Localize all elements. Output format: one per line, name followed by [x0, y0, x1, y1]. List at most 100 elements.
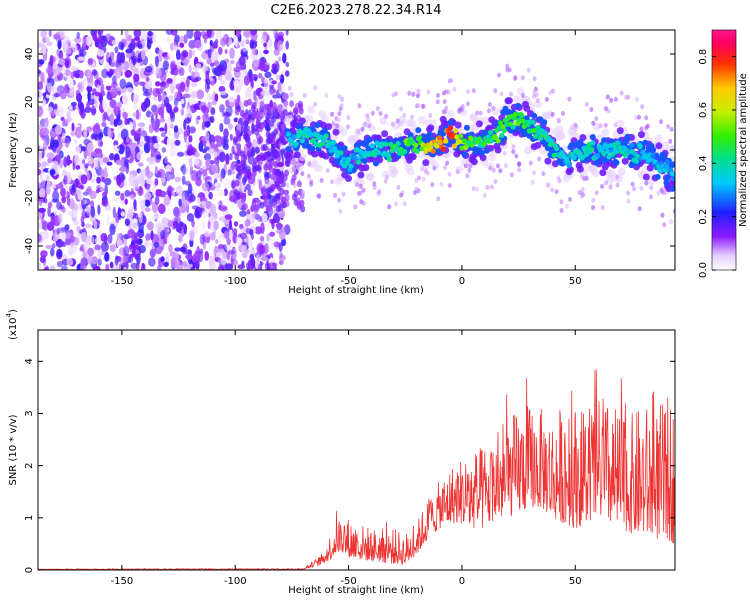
noise-blob	[223, 230, 230, 239]
ridge-blob	[566, 162, 572, 168]
noise-blob	[90, 205, 96, 218]
spectrogram-y-tick-label: -40	[24, 238, 35, 254]
noise-blob	[161, 216, 169, 227]
noise-blob	[76, 31, 80, 39]
wisp-blob	[541, 171, 546, 177]
noise-blob	[199, 31, 207, 36]
wisp-blob	[557, 178, 562, 184]
noise-blob	[211, 50, 219, 62]
noise-blob	[260, 222, 265, 235]
ridge-blob	[338, 150, 344, 156]
noise-blob	[296, 180, 302, 188]
noise-blob	[60, 265, 68, 270]
ridge-blob	[413, 142, 419, 148]
noise-blob	[245, 35, 249, 44]
noise-blob	[230, 60, 235, 65]
noise-blob	[194, 209, 200, 219]
noise-blob	[167, 124, 171, 136]
noise-blob	[122, 261, 129, 270]
noise-blob	[219, 172, 223, 183]
noise-blob	[278, 56, 282, 62]
noise-blob	[289, 100, 295, 108]
ridge-blob	[456, 138, 462, 145]
wisp-blob	[600, 205, 605, 211]
spectrogram-x-label: Height of straight line (km)	[288, 285, 424, 296]
noise-blob	[145, 171, 154, 178]
noise-blob	[62, 169, 68, 177]
wisp-blob	[670, 145, 675, 151]
wisp-blob	[531, 170, 536, 176]
noise-blob	[241, 252, 248, 259]
noise-blob	[109, 113, 114, 126]
wisp-blob	[447, 171, 452, 177]
noise-blob	[147, 30, 153, 37]
noise-blob	[238, 168, 244, 176]
noise-blob	[38, 149, 43, 162]
noise-blob	[145, 233, 151, 241]
noise-blob	[249, 41, 258, 49]
snr-y-tick-label: 4	[24, 358, 35, 364]
noise-blob	[226, 250, 231, 261]
noise-blob	[191, 254, 197, 263]
wisp-blob	[517, 161, 521, 167]
ridge-blob	[443, 138, 449, 144]
noise-blob	[153, 142, 160, 149]
noise-blob	[233, 36, 238, 47]
noise-blob	[86, 185, 93, 196]
noise-blob	[132, 102, 138, 110]
wisp-blob	[417, 175, 421, 181]
noise-blob	[57, 213, 63, 224]
noise-blob	[260, 91, 266, 96]
wisp-blob	[356, 129, 361, 135]
noise-blob	[97, 30, 104, 36]
wisp-blob	[505, 67, 510, 73]
wisp-blob	[594, 190, 599, 196]
noise-blob	[109, 244, 116, 253]
noise-blob	[247, 238, 253, 249]
ridge-blob	[293, 141, 299, 147]
noise-blob	[49, 265, 56, 270]
wisp-blob	[530, 179, 535, 185]
noise-blob	[243, 111, 249, 119]
ridge-blob	[624, 133, 631, 140]
noise-blob	[282, 189, 290, 196]
noise-blob	[92, 173, 98, 177]
wisp-blob	[449, 77, 454, 83]
noise-blob	[155, 221, 163, 233]
noise-blob	[125, 135, 130, 144]
wisp-blob	[316, 193, 321, 199]
ridge-blob	[504, 121, 510, 127]
snr-x-tick-label: -50	[340, 576, 356, 587]
noise-blob	[272, 94, 279, 99]
ridge-blob	[606, 154, 612, 160]
noise-blob	[233, 67, 241, 73]
ridge-blob	[453, 128, 459, 134]
noise-blob	[41, 231, 50, 240]
wisp-blob	[659, 119, 663, 125]
noise-blob	[38, 81, 44, 91]
noise-blob	[282, 92, 289, 100]
noise-blob	[278, 242, 283, 253]
noise-blob	[188, 196, 193, 204]
ridge-blob	[664, 174, 671, 181]
ridge-blob	[580, 154, 586, 160]
noise-blob	[63, 175, 68, 185]
noise-blob	[52, 236, 59, 242]
noise-blob	[64, 69, 71, 82]
noise-blob	[132, 221, 140, 230]
noise-blob	[106, 106, 113, 116]
noise-blob	[139, 263, 142, 268]
noise-blob	[284, 169, 289, 177]
noise-blob	[227, 96, 236, 103]
noise-blob	[176, 261, 183, 270]
noise-blob	[102, 99, 108, 111]
noise-blob	[252, 124, 258, 132]
noise-blob	[126, 87, 133, 93]
wisp-blob	[537, 156, 542, 162]
wisp-blob	[594, 116, 599, 121]
noise-blob	[269, 120, 274, 128]
noise-blob	[51, 243, 56, 249]
noise-blob	[292, 107, 298, 115]
wisp-blob	[337, 197, 342, 203]
